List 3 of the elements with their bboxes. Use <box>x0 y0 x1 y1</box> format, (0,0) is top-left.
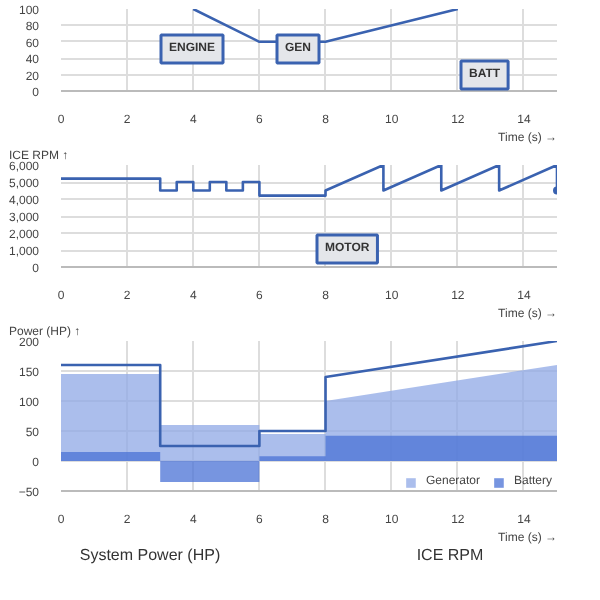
text: System Power (HP) <box>79 544 221 567</box>
line-series <box>61 341 557 448</box>
text: ICE RPM <box>416 544 484 567</box>
